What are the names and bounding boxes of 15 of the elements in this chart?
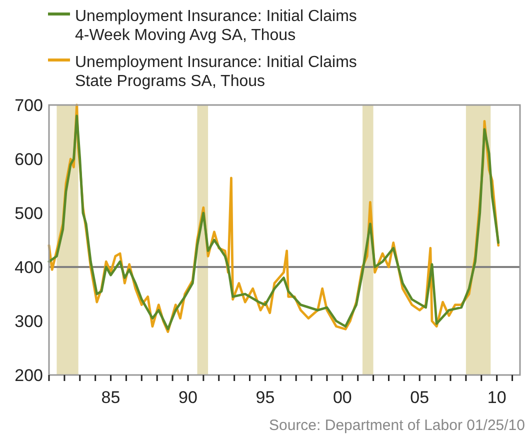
y-tick-label: 300 (14, 312, 43, 331)
legend-label: Unemployment Insurance: Initial Claims State Programs SA, Thous (75, 54, 357, 90)
x-tick-label: 00 (332, 388, 352, 407)
y-tick-label: 600 (14, 150, 43, 169)
y-tick-label: 400 (14, 258, 43, 277)
y-tick-label: 200 (14, 366, 43, 385)
x-tick-label: 85 (101, 388, 120, 407)
source-note: Source: Department of Labor 01/25/10 (269, 417, 525, 434)
x-tick-label: 05 (410, 388, 430, 407)
y-tick-label: 500 (14, 204, 43, 223)
x-tick-label: 10 (487, 388, 506, 407)
y-tick-label: 700 (14, 96, 43, 115)
x-tick-label: 90 (178, 388, 198, 407)
x-tick-label: 95 (256, 388, 275, 407)
legend-label: Unemployment Insurance: Initial Claims 4-Week Moving Avg SA, Thous (75, 8, 357, 44)
